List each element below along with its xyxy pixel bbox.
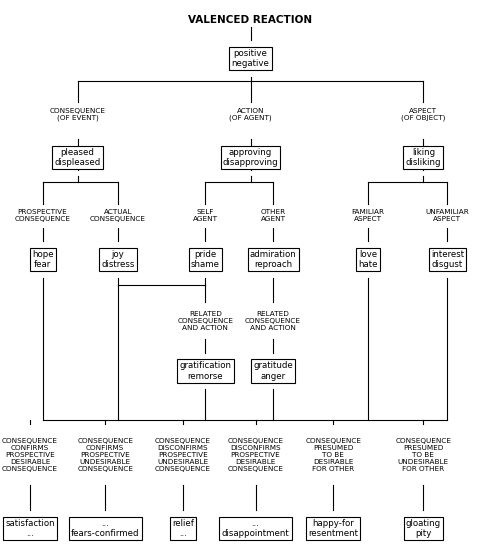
- Text: ASPECT
(OF OBJECT): ASPECT (OF OBJECT): [401, 108, 445, 121]
- Text: satisfaction
...: satisfaction ...: [5, 519, 55, 538]
- Text: RELATED
CONSEQUENCE
AND ACTION: RELATED CONSEQUENCE AND ACTION: [245, 311, 301, 331]
- Text: ...
fears-confirmed: ... fears-confirmed: [71, 519, 139, 538]
- Text: ACTION
(OF AGENT): ACTION (OF AGENT): [229, 108, 272, 121]
- Text: VALENCED REACTION: VALENCED REACTION: [188, 15, 313, 25]
- Text: gratitude
anger: gratitude anger: [253, 362, 293, 381]
- Text: CONSEQUENCE
DISCONFIRMS
PROSPECTIVE
DESIRABLE
CONSEQUENCE: CONSEQUENCE DISCONFIRMS PROSPECTIVE DESI…: [227, 438, 284, 472]
- Text: pride
shame: pride shame: [191, 250, 220, 269]
- Text: happy-for
resentment: happy-for resentment: [308, 519, 358, 538]
- Text: interest
disgust: interest disgust: [431, 250, 464, 269]
- Text: ...
disappointment: ... disappointment: [221, 519, 290, 538]
- Text: love
hate: love hate: [359, 250, 378, 269]
- Text: SELF
AGENT: SELF AGENT: [193, 209, 218, 223]
- Text: gloating
pity: gloating pity: [406, 519, 441, 538]
- Text: CONSEQUENCE
PRESUMED
TO BE
DESIRABLE
FOR OTHER: CONSEQUENCE PRESUMED TO BE DESIRABLE FOR…: [305, 438, 361, 472]
- Text: CONSEQUENCE
(OF EVENT): CONSEQUENCE (OF EVENT): [50, 108, 106, 121]
- Text: liking
disliking: liking disliking: [406, 148, 441, 167]
- Text: joy
distress: joy distress: [101, 250, 134, 269]
- Text: FAMILIAR
ASPECT: FAMILIAR ASPECT: [352, 209, 385, 223]
- Text: approving
disapproving: approving disapproving: [222, 148, 279, 167]
- Text: relief
...: relief ...: [172, 519, 194, 538]
- Text: admiration
reproach: admiration reproach: [249, 250, 297, 269]
- Text: PROSPECTIVE
CONSEQUENCE: PROSPECTIVE CONSEQUENCE: [15, 209, 71, 223]
- Text: pleased
displeased: pleased displeased: [55, 148, 101, 167]
- Text: ACTUAL
CONSEQUENCE: ACTUAL CONSEQUENCE: [90, 209, 146, 223]
- Text: OTHER
AGENT: OTHER AGENT: [261, 209, 286, 223]
- Text: CONSEQUENCE
CONFIRMS
PROSPECTIVE
DESIRABLE
CONSEQUENCE: CONSEQUENCE CONFIRMS PROSPECTIVE DESIRAB…: [2, 438, 58, 472]
- Text: RELATED
CONSEQUENCE
AND ACTION: RELATED CONSEQUENCE AND ACTION: [177, 311, 233, 331]
- Text: positive
negative: positive negative: [231, 49, 270, 68]
- Text: CONSEQUENCE
CONFIRMS
PROSPECTIVE
UNDESIRABLE
CONSEQUENCE: CONSEQUENCE CONFIRMS PROSPECTIVE UNDESIR…: [77, 438, 133, 472]
- Text: CONSEQUENCE
PRESUMED
TO BE
UNDESIRABLE
FOR OTHER: CONSEQUENCE PRESUMED TO BE UNDESIRABLE F…: [395, 438, 451, 472]
- Text: hope
fear: hope fear: [32, 250, 54, 269]
- Text: CONSEQUENCE
DISCONFIRMS
PROSPECTIVE
UNDESIRABLE
CONSEQUENCE: CONSEQUENCE DISCONFIRMS PROSPECTIVE UNDE…: [155, 438, 211, 472]
- Text: UNFAMILIAR
ASPECT: UNFAMILIAR ASPECT: [425, 209, 469, 223]
- Text: gratification
remorse: gratification remorse: [179, 362, 231, 381]
